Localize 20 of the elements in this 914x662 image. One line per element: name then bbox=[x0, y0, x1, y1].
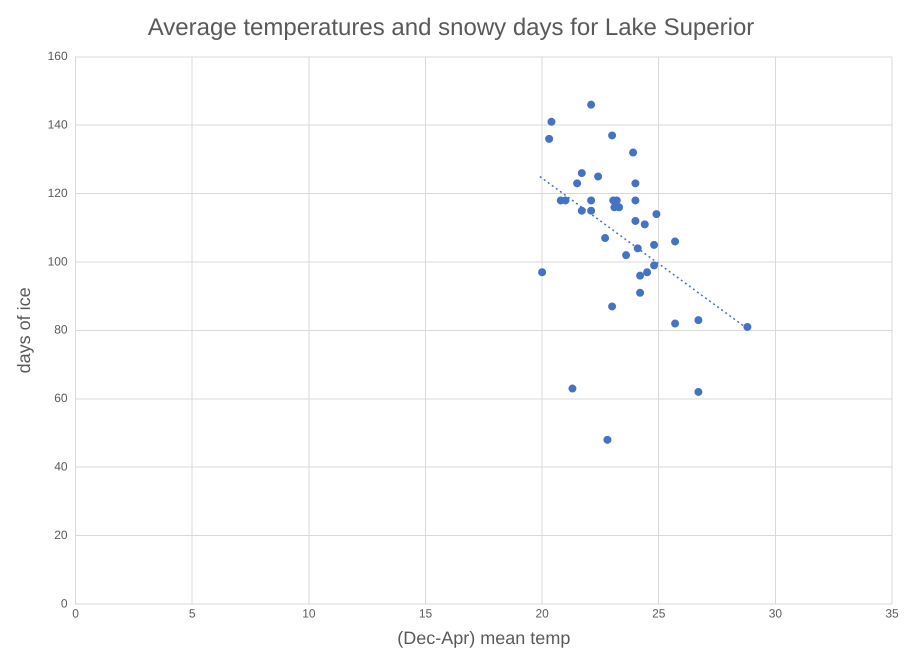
x-tick-label: 35 bbox=[885, 606, 899, 621]
x-tick-label: 25 bbox=[652, 606, 666, 621]
y-tick-label: 40 bbox=[54, 460, 68, 474]
y-tick-label: 0 bbox=[60, 596, 68, 610]
x-tick-label: 5 bbox=[188, 606, 196, 621]
x-tick-label: 0 bbox=[72, 606, 80, 621]
x-tick-label: 20 bbox=[535, 606, 550, 621]
chart-title: Average temperatures and snowy days for Lake Superior bbox=[148, 14, 754, 42]
y-tick-label: 160 bbox=[48, 49, 68, 64]
y-tick-label: 60 bbox=[54, 391, 68, 406]
y-tick-label: 120 bbox=[48, 186, 68, 200]
x-axis-title: (Dec-Apr) mean temp bbox=[397, 628, 570, 648]
y-axis-title: days of ice bbox=[14, 287, 34, 374]
x-tick-label: 30 bbox=[768, 606, 782, 621]
x-tick-label: 15 bbox=[418, 606, 432, 621]
x-tick-label: 10 bbox=[302, 606, 316, 621]
y-tick-label: 20 bbox=[54, 528, 68, 542]
y-tick-label: 100 bbox=[48, 254, 68, 268]
y-tick-label: 140 bbox=[48, 118, 68, 132]
y-tick-label: 80 bbox=[54, 322, 68, 337]
